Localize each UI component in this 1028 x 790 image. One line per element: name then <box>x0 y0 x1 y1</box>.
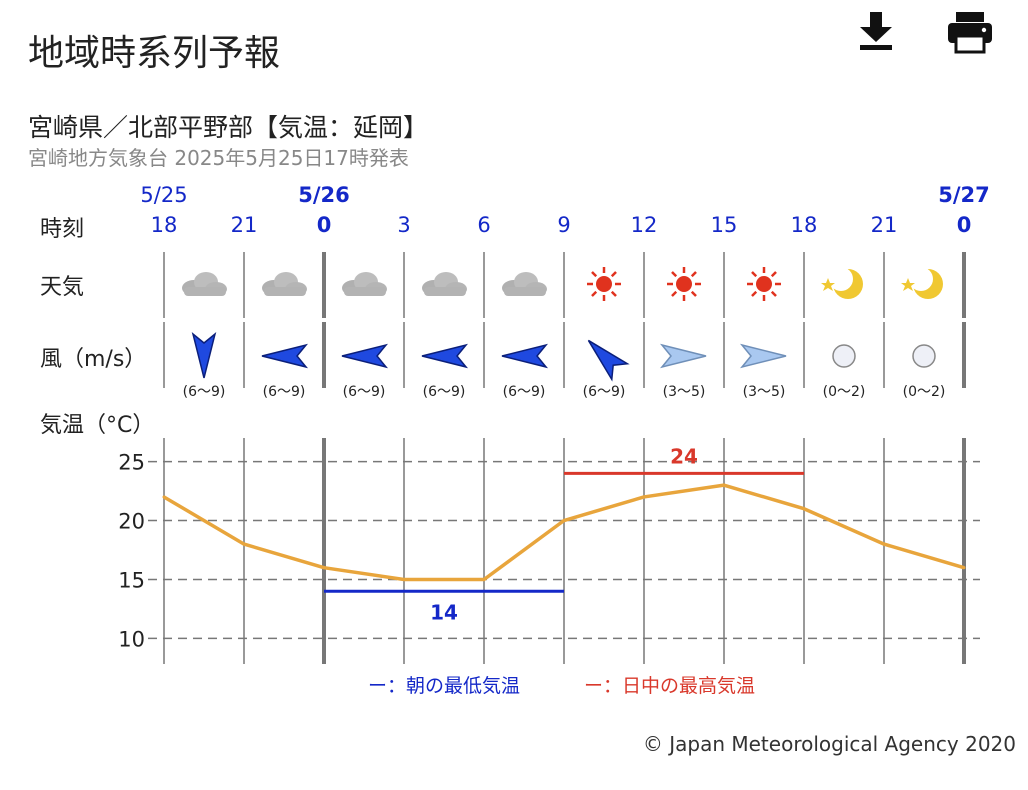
wind-speed-label: (6〜9) <box>343 384 386 400</box>
y-tick-label: 25 <box>118 451 145 475</box>
wind-arrow-icon <box>739 343 787 369</box>
wind-speed-label: (6〜9) <box>183 384 226 400</box>
wind-speed-label: (0〜2) <box>903 384 946 400</box>
cloudy-icon <box>502 272 547 296</box>
wind-speed-label: (6〜9) <box>263 384 306 400</box>
cloudy-icon <box>422 272 467 296</box>
y-tick-label: 15 <box>118 568 145 592</box>
download-button[interactable] <box>852 10 900 54</box>
wind-arrow-icon <box>912 344 936 368</box>
wind-arrow-icon <box>501 343 549 369</box>
page-title: 地域時系列予報 <box>28 33 281 74</box>
wind-arrow-icon <box>341 343 389 369</box>
download-icon <box>860 12 892 50</box>
temperature-point <box>402 577 406 581</box>
temperature-point <box>642 495 646 499</box>
wind-arrow-icon <box>421 343 469 369</box>
max-temp-label: 24 <box>670 444 698 468</box>
wind-arrow-icon <box>832 344 856 368</box>
cloudy-icon <box>262 272 307 296</box>
temperature-point <box>802 507 806 511</box>
temperature-point <box>722 483 726 487</box>
date-label: 5/27 <box>938 183 990 207</box>
moon-clear-icon <box>821 267 863 299</box>
wind-arrow-icon <box>587 339 630 382</box>
date-label: 5/25 <box>140 183 187 207</box>
y-tick-label: 20 <box>118 510 145 534</box>
weather-row-label: 天気 <box>40 275 84 300</box>
y-tick-label: 10 <box>118 627 145 651</box>
cloudy-icon <box>342 272 387 296</box>
hour-tick-label: 3 <box>397 213 410 237</box>
temperature-point <box>962 566 966 570</box>
sunny-icon <box>747 267 781 301</box>
hour-tick-label: 9 <box>557 213 570 237</box>
temperature-point <box>242 542 246 546</box>
temperature-point <box>482 577 486 581</box>
legend-max-temp: ー：日中の最高気温 <box>584 675 755 697</box>
hour-tick-label: 12 <box>631 213 658 237</box>
wind-speed-label: (6〜9) <box>423 384 466 400</box>
hour-tick-label: 0 <box>957 213 972 237</box>
print-icon <box>948 12 992 54</box>
temperature-point <box>562 519 566 523</box>
sunny-icon <box>587 267 621 301</box>
hour-tick-label: 21 <box>231 213 258 237</box>
copyright: © Japan Meteorological Agency 2020 <box>642 732 1016 756</box>
wind-speed-label: (6〜9) <box>583 384 626 400</box>
wind-speed-label: (3〜5) <box>663 384 706 400</box>
sunny-icon <box>667 267 701 301</box>
hour-tick-label: 21 <box>871 213 898 237</box>
hour-tick-label: 15 <box>711 213 738 237</box>
moon-clear-icon <box>901 267 943 299</box>
date-label: 5/26 <box>298 183 350 207</box>
wind-arrow-icon <box>659 343 707 369</box>
hour-tick-label: 18 <box>791 213 818 237</box>
min-temp-label: 14 <box>430 600 458 624</box>
temperature-point <box>162 495 166 499</box>
legend-min-temp: ー：朝の最低気温 <box>368 675 520 697</box>
wind-speed-label: (0〜2) <box>823 384 866 400</box>
wind-speed-label: (3〜5) <box>743 384 786 400</box>
issued-info: 宮崎地方気象台 2025年5月25日17時発表 <box>28 146 409 170</box>
wind-speed-label: (6〜9) <box>503 384 546 400</box>
hour-tick-label: 6 <box>477 213 490 237</box>
cloudy-icon <box>182 272 227 296</box>
temperature-point <box>322 566 326 570</box>
time-row-label: 時刻 <box>40 217 84 242</box>
print-button[interactable] <box>944 10 996 54</box>
forecast-area-title: 宮崎県／北部平野部【気温：延岡】 <box>28 113 429 142</box>
temp-axis-label: 気温（°C） <box>40 413 154 438</box>
wind-row-label: 風（m/s） <box>40 347 146 372</box>
hour-tick-label: 0 <box>317 213 332 237</box>
temperature-point <box>882 542 886 546</box>
wind-arrow-icon <box>191 331 217 379</box>
wind-arrow-icon <box>261 343 309 369</box>
hour-tick-label: 18 <box>151 213 178 237</box>
